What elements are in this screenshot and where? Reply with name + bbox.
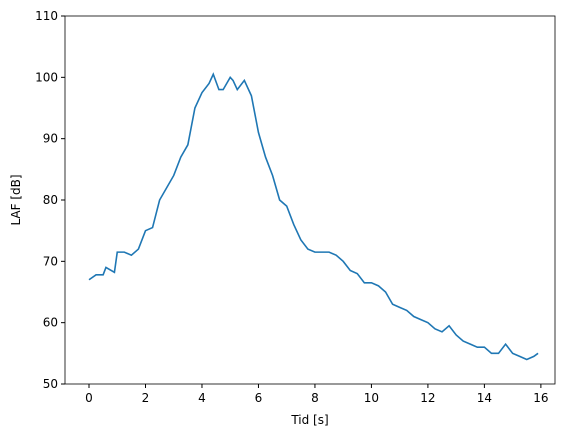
y-axis-label: LAF [dB] bbox=[9, 174, 23, 225]
x-tick-label: 8 bbox=[311, 391, 319, 405]
x-tick-label: 12 bbox=[420, 391, 435, 405]
y-tick-label: 110 bbox=[35, 9, 58, 23]
x-tick-label: 2 bbox=[142, 391, 150, 405]
y-tick-label: 70 bbox=[43, 254, 58, 268]
data-line bbox=[88, 72, 539, 361]
x-tick-label: 10 bbox=[364, 391, 379, 405]
y-tick-label: 50 bbox=[43, 377, 58, 391]
x-tick-label: 4 bbox=[198, 391, 206, 405]
x-tick-label: 6 bbox=[255, 391, 263, 405]
y-tick-label: 60 bbox=[43, 316, 58, 330]
x-tick-label: 16 bbox=[533, 391, 548, 405]
x-axis-label: Tid [s] bbox=[290, 413, 328, 427]
y-tick-label: 80 bbox=[43, 193, 58, 207]
y-tick-label: 90 bbox=[43, 132, 58, 146]
x-tick-label: 0 bbox=[85, 391, 93, 405]
plot-frame bbox=[64, 15, 556, 385]
x-tick-label: 14 bbox=[477, 391, 492, 405]
y-tick-label: 100 bbox=[35, 70, 58, 84]
